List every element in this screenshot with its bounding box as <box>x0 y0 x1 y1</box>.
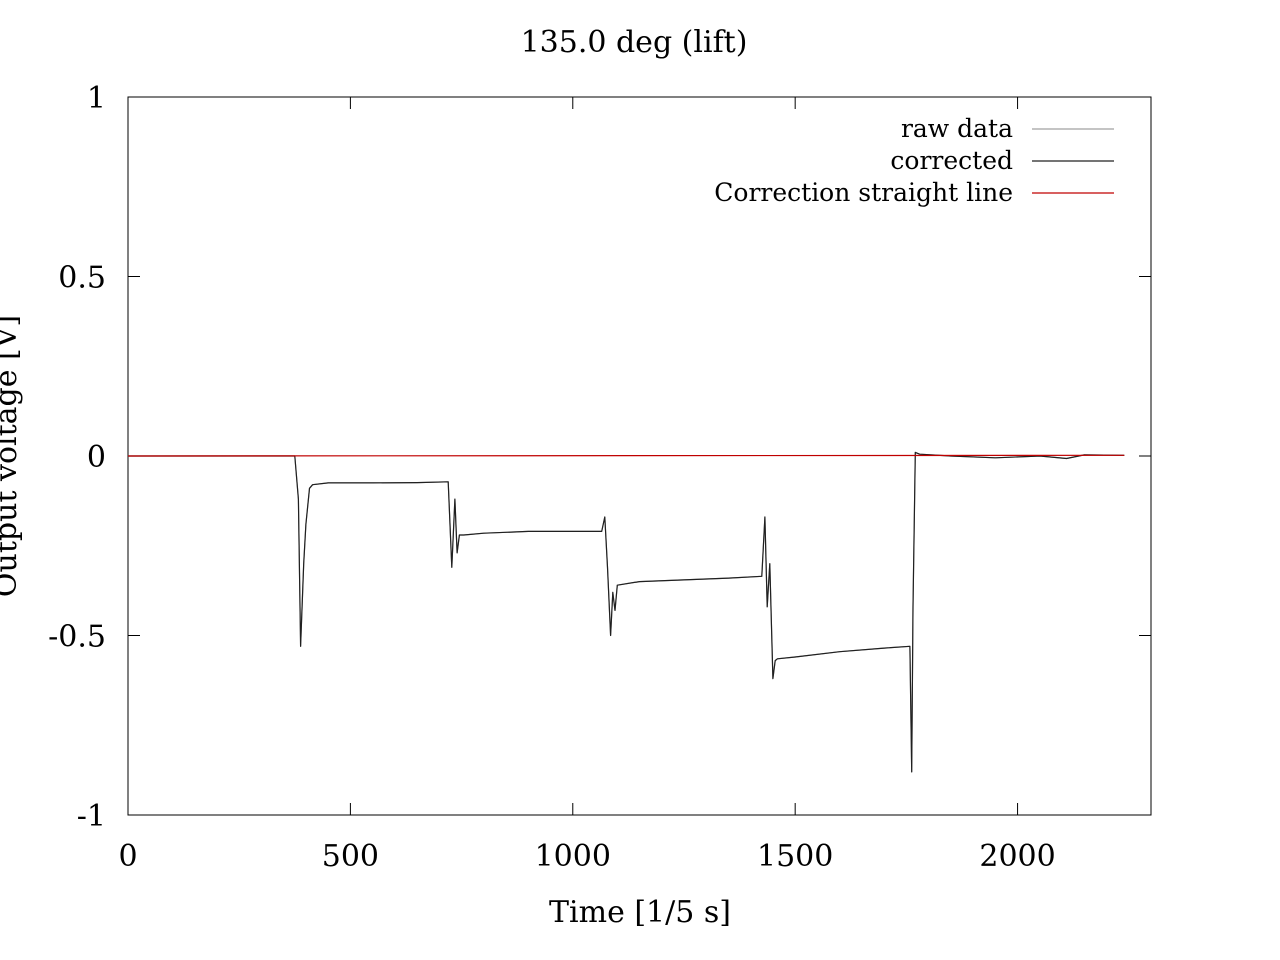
series-line-correction-straight-line <box>127 454 1125 457</box>
tick-labels: 0 500 1000 1500 2000 1 0.5 0 -0.5 -1 <box>48 81 1056 874</box>
series-line-raw-data <box>128 451 1125 773</box>
legend-label: Correction straight line <box>714 178 1013 207</box>
x-axis-label: Time [1/5 s] <box>549 895 731 930</box>
legend-label: corrected <box>890 146 1013 175</box>
y-tick-label: -0.5 <box>48 620 106 655</box>
y-tick-label: 0 <box>87 440 106 475</box>
x-tick-label: 2000 <box>979 839 1055 874</box>
x-tick-label: 1000 <box>535 839 611 874</box>
y-axis-label: Output voltage [V] <box>0 315 24 597</box>
x-tick-label: 1500 <box>757 839 833 874</box>
y-tick-label: 0.5 <box>58 261 106 296</box>
chart-title: 135.0 deg (lift) <box>521 25 748 60</box>
x-tick-label: 500 <box>322 839 379 874</box>
legend: raw data corrected Correction straight lin… <box>714 114 1114 207</box>
legend-label: raw data <box>901 114 1013 143</box>
plot-area <box>127 451 1125 773</box>
y-tick-label: -1 <box>77 799 106 834</box>
y-tick-label: 1 <box>87 81 106 116</box>
x-tick-label: 0 <box>118 839 137 874</box>
axis-ticks <box>127 96 1151 816</box>
series-line-corrected <box>128 451 1125 773</box>
